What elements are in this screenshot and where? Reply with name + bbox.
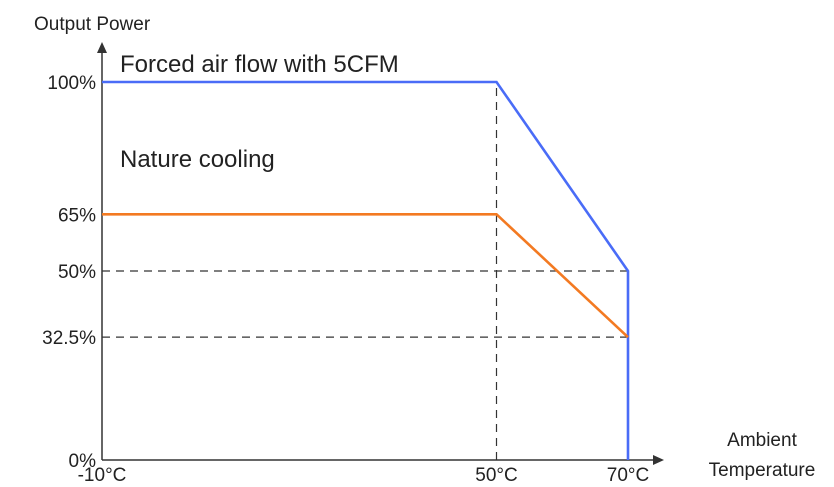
y-tick-label: 0% <box>69 451 97 472</box>
x-axis-title: Ambient <box>727 430 797 451</box>
x-tick-label: 50°C <box>475 465 517 486</box>
y-axis-title: Output Power <box>34 14 151 35</box>
y-tick-label: 50% <box>58 262 96 283</box>
axes <box>97 42 664 465</box>
y-tick-label: 65% <box>58 205 96 226</box>
x-axis-title: Temperature <box>709 460 816 481</box>
labels: Forced air flow with 5CFM Nature cooling 0… <box>34 14 815 486</box>
x-tick-label: 70°C <box>607 465 649 486</box>
series-line-1 <box>102 213 629 339</box>
series-line-0 <box>102 80 630 460</box>
x-axis-arrow-icon <box>653 455 664 465</box>
y-tick-label: 32.5% <box>42 328 96 349</box>
x-tick-label: -10°C <box>78 465 127 486</box>
y-tick-label: 100% <box>47 73 96 94</box>
reference-lines <box>102 82 628 460</box>
series-label-0: Forced air flow with 5CFM <box>120 51 399 78</box>
series-label-1: Nature cooling <box>120 146 275 173</box>
y-axis-arrow-icon <box>97 42 107 53</box>
series-lines <box>102 80 630 460</box>
